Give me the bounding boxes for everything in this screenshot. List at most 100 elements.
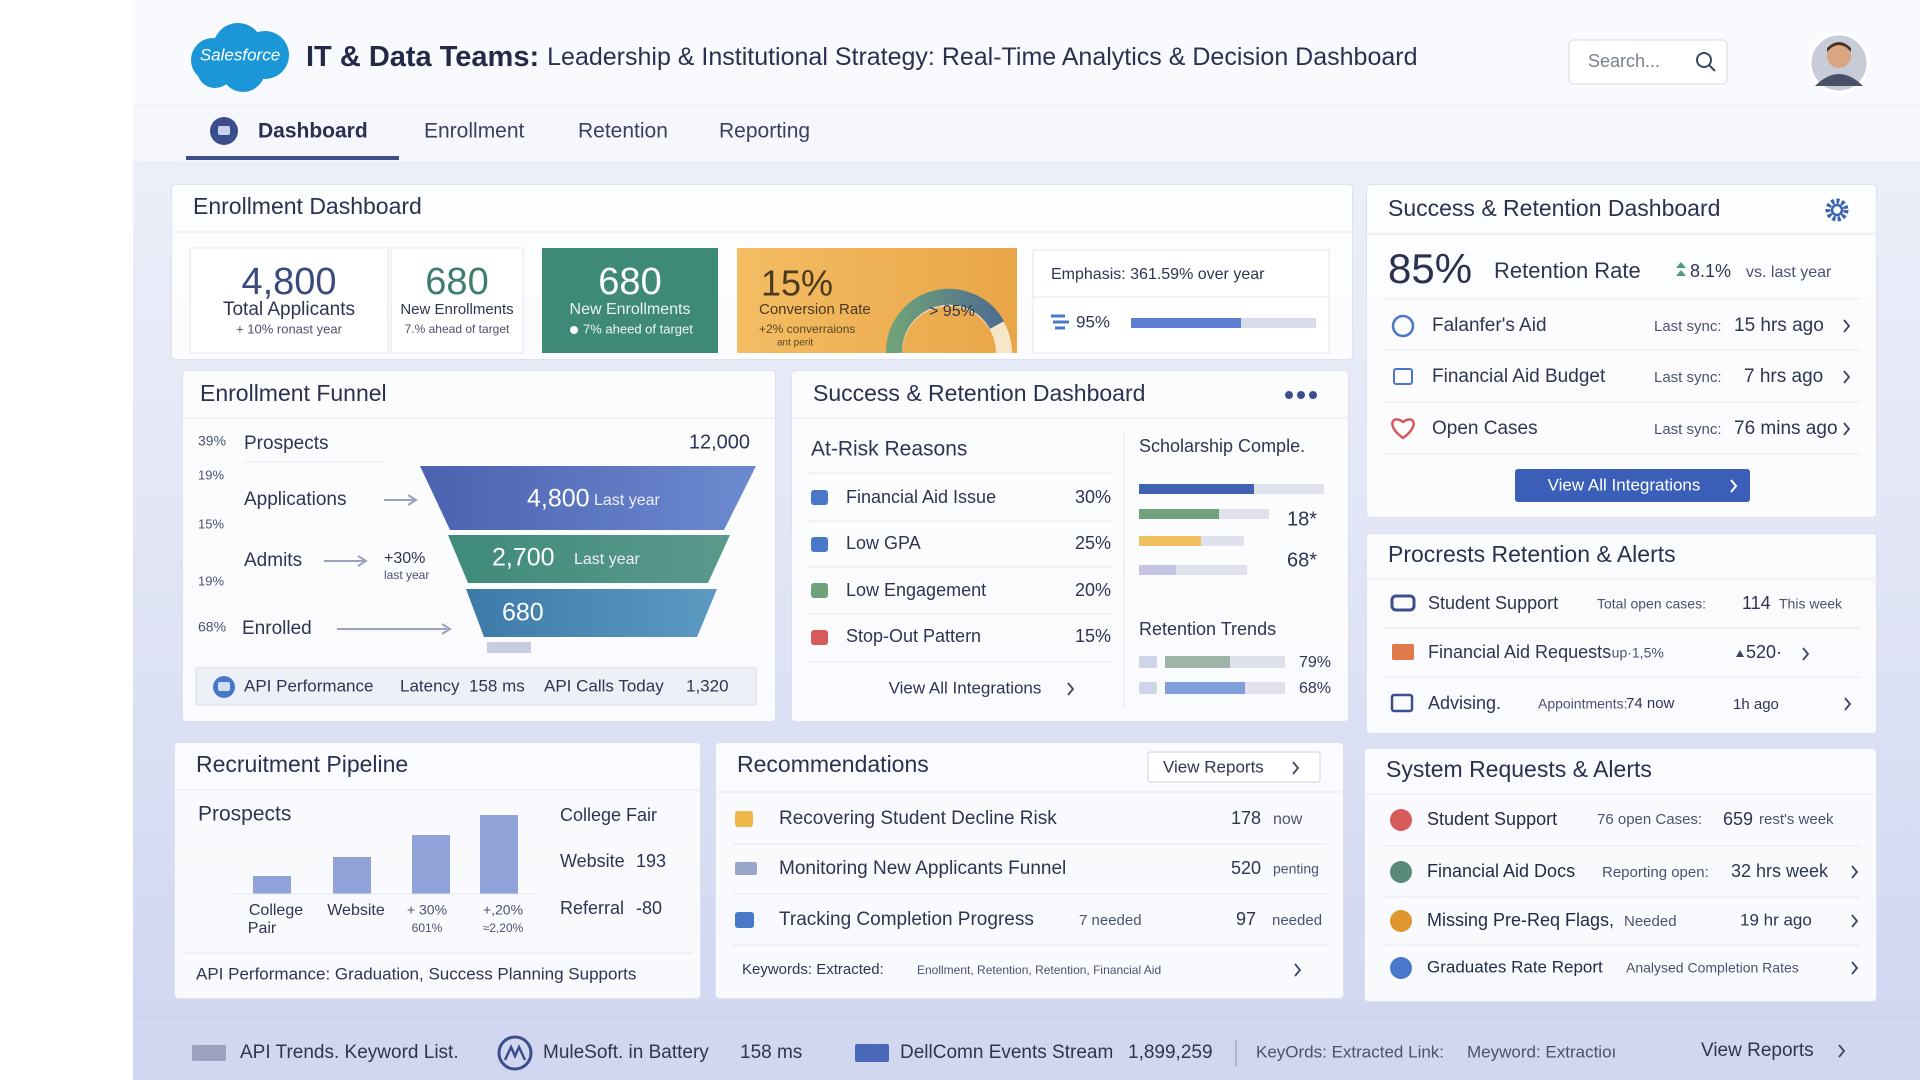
kpis-label: New Enrollments [400,301,513,318]
link[interactable]: View All Integrations [889,678,1075,697]
decoration [1139,565,1247,575]
stages-value: 12,000 [689,431,750,453]
logo[interactable]: Salesforce [191,23,289,92]
stages-label: Prospects [244,433,328,454]
decoration [1830,203,1844,217]
decoration [1067,682,1075,696]
footer-title: API Performance [244,676,373,695]
footer-calls-label: API Calls Today [544,676,664,695]
reasons-value: 30% [1075,487,1111,507]
kpis-value: 680 [425,261,488,303]
reasons-value: 25% [1075,533,1111,553]
enrollment-panel: Enrollment Dashboard 4,800 Total Applica… [171,184,1353,360]
sources-label: Referral [560,898,624,918]
kpis-note: + 10% ronast year [236,321,343,336]
risk-title: Success & Retention Dashboard [813,380,1145,406]
decoration [1165,656,1230,668]
retention-change: 8.1% [1690,261,1731,281]
decoration [1515,469,1750,502]
items-label: Recovering Student Decline Risk [779,808,1057,829]
nav-tab[interactable]: Retention [578,120,668,143]
decoration [503,1043,527,1061]
pipeline-panel: Recruitment Pipeline Prospects College P… [174,742,701,999]
decoration [1393,368,1413,385]
items-value: 97 [1236,909,1256,929]
recommendations-keywords: Enollment, Retention, Retention, Financi… [917,963,1161,977]
reasons-label: Low Engagement [846,580,986,600]
decoration [1851,914,1859,928]
decoration [1825,198,1849,222]
stages-note: Last year [574,551,640,568]
retention-rate-label: Retention Rate [1494,258,1641,283]
decoration [1297,391,1305,399]
sources-label: College Fair [560,805,657,825]
decoration [1139,656,1157,668]
decoration [1366,184,1877,518]
footer-latency-label: Latency [400,676,460,695]
search-box[interactable]: Search... [1568,39,1728,85]
settings[interactable] [1825,198,1849,222]
nav-tab[interactable]: Enrollment [424,120,525,143]
risk-scholarship-title: Scholarship Comple. [1139,436,1305,456]
decoration [811,583,828,598]
items-detail: ·up·1,5% [1607,645,1664,661]
decoration [189,247,389,354]
items-note: penting [1273,861,1319,877]
decoration [1139,682,1157,694]
decoration [466,589,717,637]
footer-items: MuleSoft. in Battery [543,1042,709,1063]
risk-link: View All Integrations [889,678,1042,697]
items-sync-label: Last sync: [1654,421,1722,438]
retention-button: View All Integrations [1548,475,1701,494]
decoration [1391,418,1415,440]
retention-title: Success & Retention Dashboard [1388,195,1720,221]
decoration [1139,484,1254,494]
items-detail: 7 needed [1079,912,1142,929]
bar-labels-line1: College [249,902,303,919]
decoration [735,862,757,875]
items-note: rest's week [1759,811,1834,828]
decoration [1390,594,1416,612]
bar-labels-line2: 601% [412,921,443,935]
items-note: This week [1779,596,1843,612]
enrollment-emphasis: Emphasis: 361.59% over year [1051,266,1265,283]
decoration [218,126,230,135]
footer-latency: 158 ms [469,676,525,695]
decoration [1309,391,1317,399]
decoration [791,370,1349,722]
link[interactable]: View Reports [1701,1040,1846,1061]
decoration [1827,44,1851,68]
risk-trends: 79% [1299,654,1331,671]
header-logo: Salesforce [200,45,280,64]
items-label: Student Support [1428,593,1558,613]
button[interactable]: View Reports [1147,751,1321,783]
decoration [1843,319,1851,333]
reasons-value: 15% [1075,626,1111,646]
decoration [1815,74,1863,86]
avatar[interactable] [1808,32,1870,94]
decoration [337,623,452,635]
button[interactable]: View All Integrations [1515,469,1750,502]
items-value: 19 hr ago [1740,910,1812,929]
more-menu[interactable] [1285,391,1317,399]
nav-tab[interactable]: Reporting [719,120,810,143]
funnel-percents: 15% [198,516,224,531]
decoration [1391,314,1415,338]
pipeline-title: Recruitment Pipeline [196,751,408,777]
decoration [192,1045,226,1061]
funnel-percents: 68% [198,619,226,635]
decoration [1696,52,1712,68]
items-value: 178 [1231,808,1261,828]
nav-tab[interactable]: Dashboard [186,117,399,160]
funnel-percents: 19% [198,467,224,482]
items-label: Monitoring New Applicants Funnel [779,858,1066,879]
reasons-label: Financial Aid Issue [846,487,996,507]
decoration [1676,262,1686,276]
risk-trends: 68% [1299,680,1331,697]
system-panel: System Requests & Alerts Student Support… [1364,748,1877,1002]
decoration [333,857,371,894]
risk-scholarship-values: 18* [1287,508,1317,530]
decoration [1139,565,1176,575]
footer-items: KeyOrds: Extracted Link: [1256,1042,1444,1061]
